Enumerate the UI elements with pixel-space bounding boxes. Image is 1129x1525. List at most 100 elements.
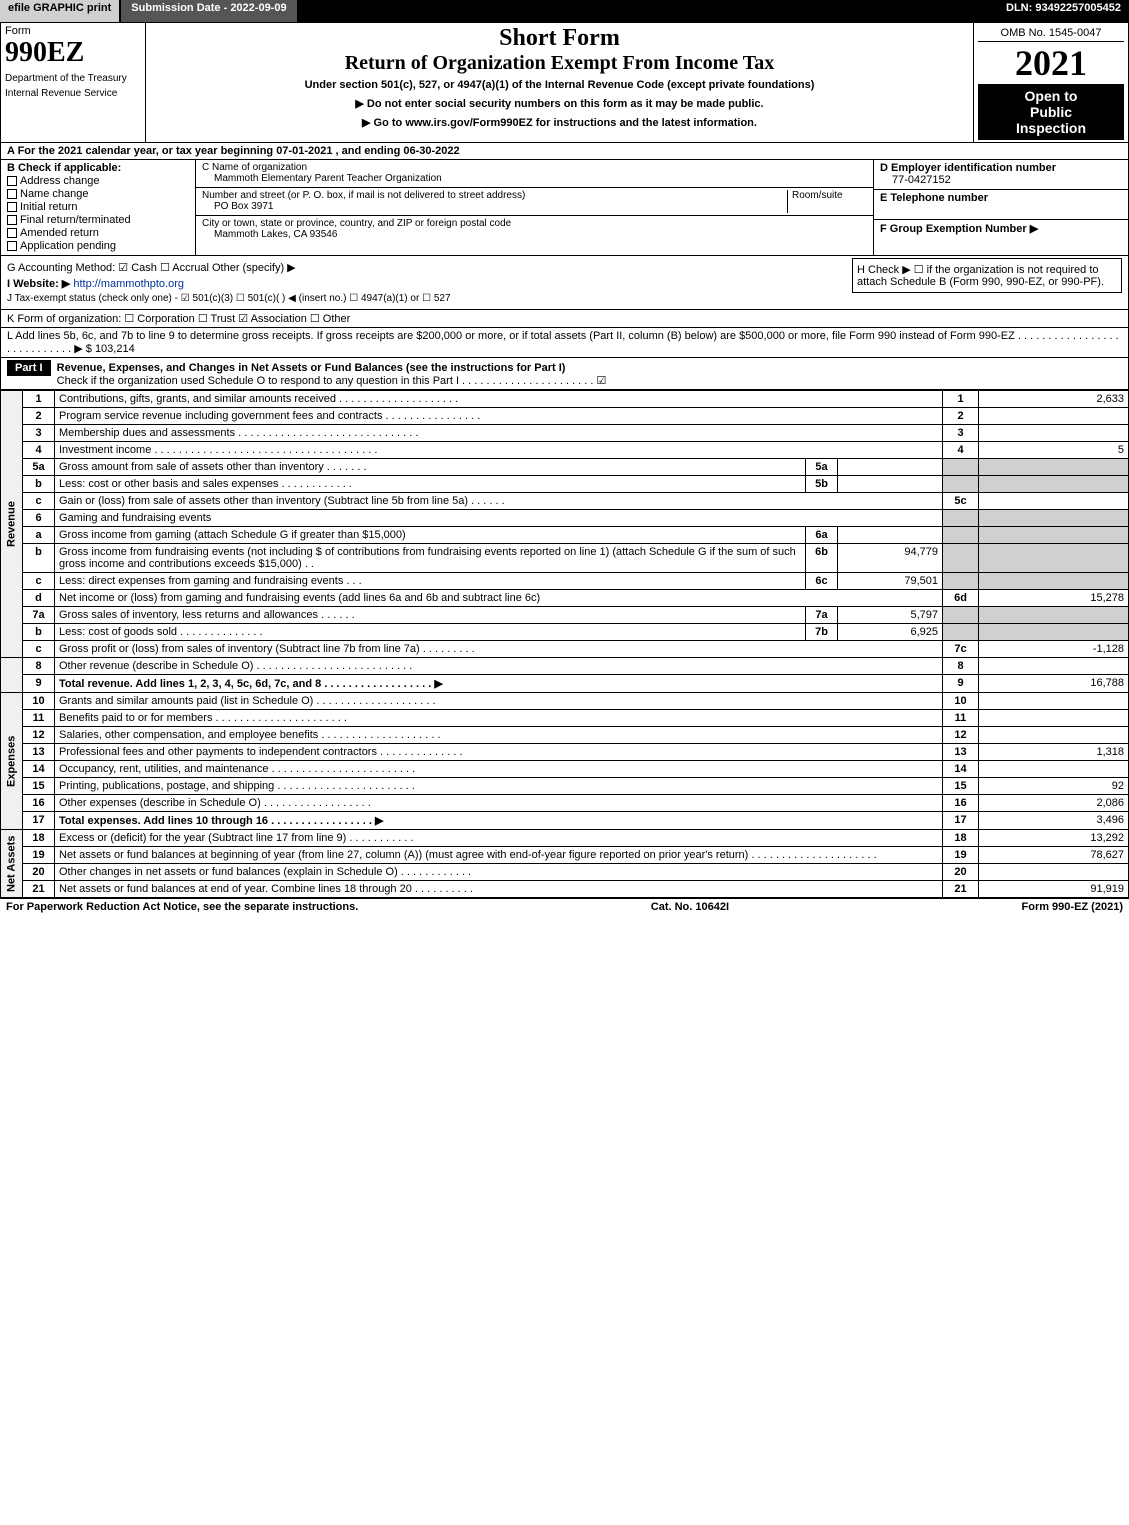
website-label: I Website: ▶ — [7, 278, 70, 290]
ln5a-mini: 5a — [806, 459, 838, 476]
ln3-desc: Membership dues and assessments . . . . … — [55, 425, 943, 442]
ln6d-num: d — [23, 590, 55, 607]
expenses-side-label: Expenses — [1, 693, 23, 830]
ln6-amtgrey — [979, 510, 1129, 527]
ln20-amt — [979, 864, 1129, 881]
ln5b-mini: 5b — [806, 476, 838, 493]
ln6b-num: b — [23, 544, 55, 573]
ln7c-box: 7c — [943, 641, 979, 658]
ln14-amt — [979, 761, 1129, 778]
chk-amended[interactable]: Amended return — [7, 227, 189, 239]
ln5b-amtgrey — [979, 476, 1129, 493]
ln5c-desc: Gain or (loss) from sale of assets other… — [55, 493, 943, 510]
ln1-desc: Contributions, gifts, grants, and simila… — [55, 391, 943, 408]
ln6a-desc: Gross income from gaming (attach Schedul… — [55, 527, 806, 544]
top-bar: efile GRAPHIC print Submission Date - 20… — [0, 0, 1129, 22]
info-grid: B Check if applicable: Address change Na… — [0, 160, 1129, 256]
ln7b-boxgrey — [943, 624, 979, 641]
ln21-num: 21 — [23, 881, 55, 898]
phone-label: E Telephone number — [880, 192, 1122, 204]
ln6d-box: 6d — [943, 590, 979, 607]
ln17-box: 17 — [943, 812, 979, 830]
chk-address[interactable]: Address change — [7, 175, 189, 187]
ln18-num: 18 — [23, 830, 55, 847]
part1-table: Revenue 1 Contributions, gifts, grants, … — [0, 390, 1129, 898]
ln6d-desc: Net income or (loss) from gaming and fun… — [55, 590, 943, 607]
topbar-spacer — [299, 0, 998, 22]
ln5c-box: 5c — [943, 493, 979, 510]
chk-name[interactable]: Name change — [7, 188, 189, 200]
chk-address-label: Address change — [20, 175, 100, 187]
part1-check-note: Check if the organization used Schedule … — [57, 375, 607, 387]
ln13-amt: 1,318 — [979, 744, 1129, 761]
ln10-amt — [979, 693, 1129, 710]
ln6c-amtgrey — [979, 573, 1129, 590]
ln17-desc-text: Total expenses. Add lines 10 through 16 … — [59, 815, 383, 827]
ln6-desc: Gaming and fundraising events — [55, 510, 943, 527]
ln21-box: 21 — [943, 881, 979, 898]
goto-link[interactable]: ▶ Go to www.irs.gov/Form990EZ for instru… — [150, 116, 969, 129]
title-cell: Short Form Return of Organization Exempt… — [146, 23, 974, 143]
ln6b-mini: 6b — [806, 544, 838, 573]
chk-name-label: Name change — [20, 188, 89, 200]
dept-treasury: Department of the Treasury — [5, 73, 141, 84]
ln7a-amtgrey — [979, 607, 1129, 624]
ln5a-num: 5a — [23, 459, 55, 476]
part1-header: Part I Revenue, Expenses, and Changes in… — [0, 358, 1129, 390]
ln21-amt: 91,919 — [979, 881, 1129, 898]
city-value: Mammoth Lakes, CA 93546 — [202, 229, 867, 240]
section-b-label: B Check if applicable: — [7, 162, 189, 174]
box-h: H Check ▶ ☐ if the organization is not r… — [852, 258, 1122, 293]
chk-pending[interactable]: Application pending — [7, 240, 189, 252]
footer-right: Form 990-EZ (2021) — [1022, 901, 1123, 913]
chk-final[interactable]: Final return/terminated — [7, 214, 189, 226]
ln15-amt: 92 — [979, 778, 1129, 795]
ln6a-mini: 6a — [806, 527, 838, 544]
ln5a-desc: Gross amount from sale of assets other t… — [55, 459, 806, 476]
ln7c-amt: -1,128 — [979, 641, 1129, 658]
ln5b-num: b — [23, 476, 55, 493]
ln9-desc-text: Total revenue. Add lines 1, 2, 3, 4, 5c,… — [59, 678, 443, 690]
ln9-amt: 16,788 — [979, 675, 1129, 693]
group-exemption-label: F Group Exemption Number ▶ — [880, 222, 1122, 235]
ln16-num: 16 — [23, 795, 55, 812]
ln8-num: 8 — [23, 658, 55, 675]
ln4-num: 4 — [23, 442, 55, 459]
open-line2: Public — [980, 104, 1122, 120]
ln16-desc: Other expenses (describe in Schedule O) … — [55, 795, 943, 812]
ssn-warning: ▶ Do not enter social security numbers o… — [150, 97, 969, 110]
ln5b-desc: Less: cost or other basis and sales expe… — [55, 476, 806, 493]
revenue-side-label2 — [1, 658, 23, 693]
ln18-desc: Excess or (deficit) for the year (Subtra… — [55, 830, 943, 847]
header-table: Form 990EZ Department of the Treasury In… — [0, 22, 1129, 143]
city-label: City or town, state or province, country… — [202, 218, 867, 229]
line-j: J Tax-exempt status (check only one) - ☑… — [7, 293, 1122, 304]
ln1-box: 1 — [943, 391, 979, 408]
part1-badge: Part I — [7, 360, 51, 376]
goto-text: ▶ Go to www.irs.gov/Form990EZ for instru… — [362, 117, 757, 129]
right-info: D Employer identification number 77-0427… — [873, 160, 1128, 255]
ln12-amt — [979, 727, 1129, 744]
ein-value: 77-0427152 — [880, 174, 1122, 186]
org-name: Mammoth Elementary Parent Teacher Organi… — [202, 173, 867, 184]
street-label: Number and street (or P. O. box, if mail… — [202, 190, 787, 201]
ln2-desc: Program service revenue including govern… — [55, 408, 943, 425]
ln21-desc: Net assets or fund balances at end of ye… — [55, 881, 943, 898]
ln11-desc: Benefits paid to or for members . . . . … — [55, 710, 943, 727]
ln6c-mini: 6c — [806, 573, 838, 590]
ln6a-amtgrey — [979, 527, 1129, 544]
city-row: City or town, state or province, country… — [196, 216, 873, 244]
ln6c-num: c — [23, 573, 55, 590]
ln12-box: 12 — [943, 727, 979, 744]
ln6a-boxgrey — [943, 527, 979, 544]
ln6-num: 6 — [23, 510, 55, 527]
ln12-num: 12 — [23, 727, 55, 744]
website-link[interactable]: http://mammothpto.org — [73, 278, 184, 290]
ln12-desc: Salaries, other compensation, and employ… — [55, 727, 943, 744]
revenue-side-label: Revenue — [1, 391, 23, 658]
ln7a-num: 7a — [23, 607, 55, 624]
efile-label[interactable]: efile GRAPHIC print — [0, 0, 121, 22]
ln11-box: 11 — [943, 710, 979, 727]
ln18-amt: 13,292 — [979, 830, 1129, 847]
chk-initial[interactable]: Initial return — [7, 201, 189, 213]
